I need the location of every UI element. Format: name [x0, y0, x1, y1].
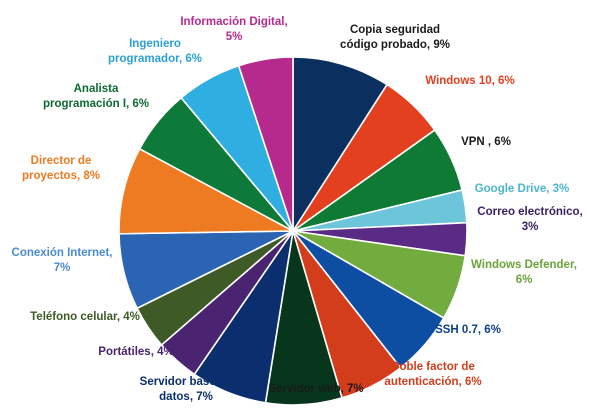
- slice-label-line: Copia seguridad: [350, 24, 440, 36]
- pie-slice: [292, 56, 389, 234]
- slice-label: Analista programación I, 6%: [43, 83, 149, 110]
- slice-label: Windows Defender, 6%: [471, 259, 577, 286]
- slice-label-line: Windows Defender,: [471, 259, 577, 271]
- slice-label-line: programador, 6%: [108, 53, 202, 65]
- slice-label-line: Director de: [31, 155, 92, 167]
- slice-label-line: datos, 7%: [159, 391, 213, 403]
- slice-label-line: proyectos, 8%: [22, 170, 100, 182]
- slice-label: Servidor base de datos, 7%: [140, 376, 233, 403]
- slice-label-line: programación I, 6%: [43, 98, 149, 110]
- slice-label: Correo electrónico, 3%: [477, 206, 582, 233]
- slice-label: Conexión Internet, 7%: [12, 247, 113, 274]
- slice-label: Windows 10, 6%: [425, 75, 514, 87]
- slice-label: VPN , 6%: [461, 136, 511, 148]
- slice-label: Director de proyectos, 8%: [22, 155, 100, 182]
- pie-slice: [237, 56, 294, 232]
- slice-label-line: 5%: [226, 31, 243, 43]
- slice-label-line: Ingeniero: [129, 38, 181, 50]
- slice-label-line: 7%: [54, 262, 71, 274]
- pie-slice: [118, 147, 297, 235]
- slice-label-line: Portátiles, 4%: [98, 346, 173, 358]
- slice-label-line: Analista: [74, 83, 119, 95]
- slice-label-line: Servidor base de: [140, 376, 233, 388]
- slice-label-line: 3%: [522, 221, 539, 233]
- slice-label-line: Teléfono celular, 4%: [30, 311, 140, 323]
- slice-label-line: autenticación, 6%: [384, 376, 481, 388]
- slice-label-line: Servidor web, 7%: [268, 383, 363, 395]
- slice-label-line: 6%: [516, 274, 533, 286]
- slice-label-line: código probado, 9%: [340, 39, 450, 51]
- slice-label: Ingeniero programador, 6%: [108, 38, 202, 65]
- slice-label: Doble factor de autenticación, 6%: [384, 361, 481, 388]
- slice-label-line: Información Digital,: [180, 16, 287, 28]
- pie-slices: [118, 56, 468, 406]
- slice-label-line: Correo electrónico,: [477, 206, 582, 218]
- slice-label: Servidor web, 7%: [268, 383, 363, 395]
- slice-label-line: SSH 0.7, 6%: [435, 324, 501, 336]
- slice-label: SSH 0.7, 6%: [435, 324, 501, 336]
- slice-label-line: VPN , 6%: [461, 136, 511, 148]
- slice-label: Google Drive, 3%: [475, 183, 570, 195]
- slice-label-line: Windows 10, 6%: [425, 75, 514, 87]
- slice-label: Información Digital, 5%: [180, 16, 287, 43]
- slice-label-line: Conexión Internet,: [12, 247, 113, 259]
- slice-label-line: Doble factor de: [391, 361, 475, 373]
- slice-label: Teléfono celular, 4%: [30, 311, 140, 323]
- slice-label: Portátiles, 4%: [98, 346, 173, 358]
- slice-labels: Copia seguridad código probado, 9% Windows…: [12, 16, 583, 403]
- slice-label: Copia seguridad código probado, 9%: [340, 24, 450, 51]
- slice-label-line: Google Drive, 3%: [475, 183, 570, 195]
